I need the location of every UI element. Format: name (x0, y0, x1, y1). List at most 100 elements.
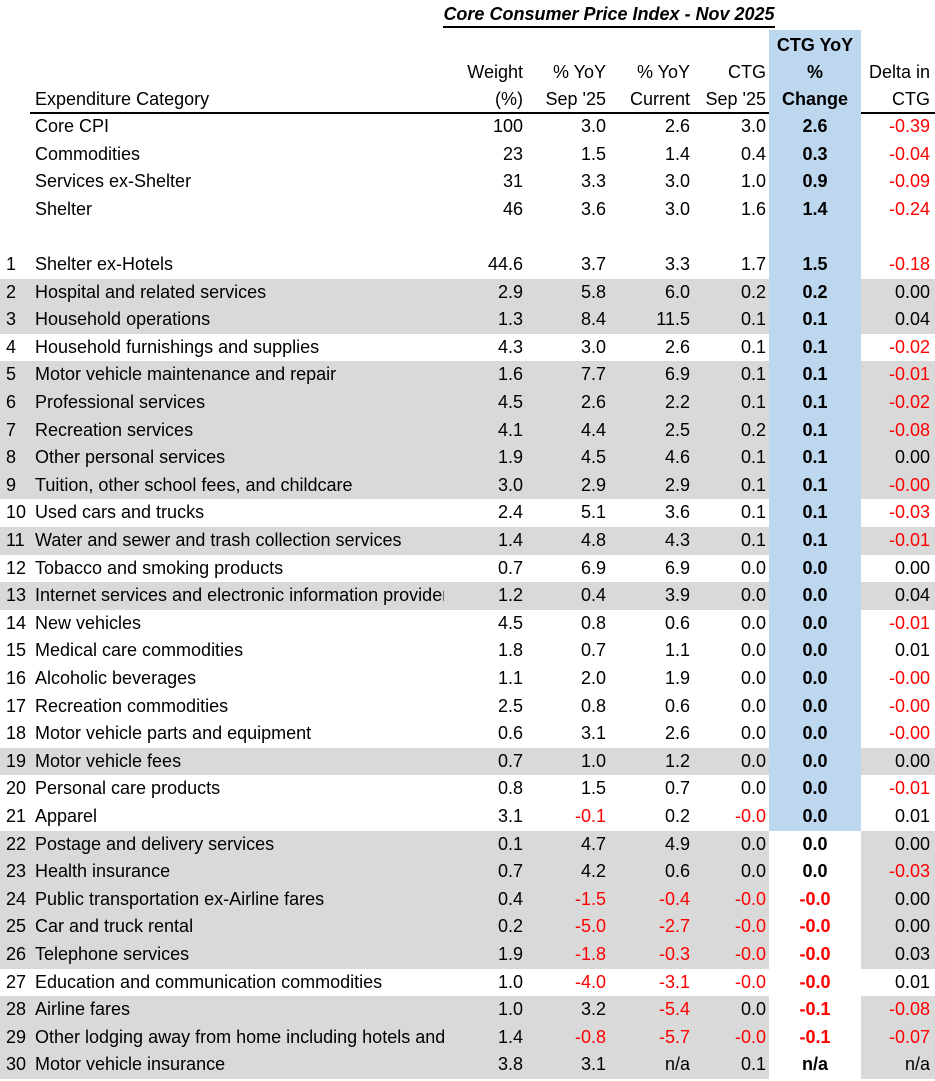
row-shading (861, 1023, 935, 1052)
cell-yoy_cur: -2.7 (658, 916, 690, 937)
cell-category: Medical care commodities (35, 640, 244, 661)
cell-ctg_yoy: 1.5 (802, 254, 828, 274)
cell-ctg_sep: 0.0 (740, 612, 766, 633)
cell-yoy_sep: 2.6 (580, 392, 606, 412)
cell-category: Public transportation ex-Airline fares (35, 888, 325, 909)
row-shading (0, 306, 769, 334)
cell-delta: 0.01 (894, 806, 930, 826)
table-row: 30 Motor vehicle insurance 3.8 3.1 n/a 0.1 n/a… (0, 1051, 935, 1079)
table-row: 27 Education and communication commoditie… (0, 969, 935, 997)
cell-category: Other personal services (35, 447, 226, 468)
cell-yoy_cur: 2.2 (664, 392, 690, 412)
cell-yoy_cur: 11.5 (656, 309, 690, 330)
cell-yoy_cur: 1.4 (664, 143, 690, 164)
table-row: 4 Household furnishings and supplies 4.3 3.… (0, 334, 935, 362)
cell-category: Internet services and electronic informa… (35, 585, 444, 606)
cell-ctg_sep: 1.6 (740, 198, 766, 219)
cell-weight: 1.0 (497, 999, 523, 1020)
cell-yoy_sep: 3.0 (580, 336, 606, 357)
cell-num: 2 (6, 281, 17, 302)
cell-yoy_sep: 4.7 (580, 833, 606, 854)
cell-yoy_sep: 1.0 (580, 750, 606, 771)
row-shading (861, 913, 935, 941)
cell-weight: 0.2 (497, 916, 523, 937)
cell-yoy_cur: 2.6 (664, 723, 690, 744)
cell-delta: -0.00 (888, 474, 930, 495)
cell-ctg_yoy: 2.6 (802, 116, 828, 136)
row-shading (861, 306, 935, 334)
cell-yoy_sep: 4.5 (580, 447, 606, 468)
cell-ctg_yoy: 0.0 (802, 861, 828, 882)
cell-yoy_sep: 3.6 (580, 198, 606, 219)
cell-yoy_cur: 3.3 (664, 254, 690, 274)
row-shading (0, 830, 769, 859)
cell-category: Postage and delivery services (35, 833, 275, 854)
row-shading (0, 1051, 769, 1079)
header-ctg_yoy: Change (781, 89, 848, 109)
cell-yoy_sep: 1.5 (580, 143, 606, 164)
cell-yoy_sep: 3.3 (580, 171, 606, 192)
cell-weight: 2.9 (497, 281, 523, 302)
table-row: 17 Recreation commodities 2.5 0.8 0.6 0.0 0.0 -… (0, 693, 935, 721)
table-row: 9 Tuition, other school fees, and childca… (0, 471, 935, 500)
cell-weight: 44.6 (487, 254, 523, 274)
cell-num: 24 (6, 888, 27, 909)
cell-num: 9 (6, 474, 17, 495)
cell-ctg_yoy: 0.1 (802, 364, 828, 385)
cell-ctg_sep: 0.0 (740, 861, 766, 882)
cell-yoy_cur: -0.3 (658, 944, 690, 964)
row-shading (861, 996, 935, 1024)
cell-weight: 2.5 (497, 695, 523, 716)
cell-category: Education and communication commodities (35, 971, 383, 992)
row-shading (861, 885, 935, 914)
cell-yoy_sep: 4.4 (580, 419, 606, 440)
cell-ctg_sep: -0.0 (734, 1026, 766, 1047)
cell-ctg_yoy: 0.0 (802, 640, 828, 661)
cell-delta: -0.00 (888, 668, 930, 688)
cell-yoy_sep: -1.5 (574, 888, 606, 909)
table-row: 25 Car and truck rental 0.2 -5.0 -2.7 -0.0 -0.… (0, 913, 935, 941)
table-row: 13 Internet services and electronic infor… (0, 582, 935, 610)
table-row: 6 Professional services 4.5 2.6 2.2 0.1 0.1 -0.… (0, 389, 935, 417)
cell-yoy_cur: 1.2 (664, 750, 690, 771)
cell-category: Airline fares (35, 999, 131, 1020)
cell-category: Core CPI (35, 116, 110, 136)
cell-yoy_cur: 3.0 (664, 171, 690, 192)
cell-weight: 0.6 (497, 723, 523, 744)
cell-yoy_sep: 3.2 (580, 999, 606, 1020)
cell-num: 28 (6, 999, 27, 1020)
row-shading (0, 361, 769, 389)
table-row: 10 Used cars and trucks 2.4 5.1 3.6 0.1 0.1 -0.… (0, 499, 935, 527)
cell-weight: 0.1 (497, 833, 523, 854)
cell-ctg_sep: 0.1 (740, 364, 766, 385)
cell-category: Telephone services (35, 944, 190, 964)
cell-yoy_cur: 6.9 (664, 364, 690, 385)
cell-num: 13 (6, 585, 27, 606)
cell-ctg_yoy: 0.9 (802, 171, 828, 192)
table-row: 26 Telephone services 1.9 -1.8 -0.3 -0.0 -0.0 0… (0, 941, 935, 969)
row-shading (861, 582, 935, 610)
cell-ctg_sep: 0.1 (740, 336, 766, 357)
row-shading (0, 278, 769, 307)
cell-ctg_yoy: 0.0 (802, 695, 828, 716)
cell-yoy_sep: 8.4 (580, 309, 606, 330)
cell-delta: -0.04 (888, 143, 930, 164)
cell-weight: 31 (502, 171, 523, 192)
cell-num: 1 (6, 254, 17, 274)
cell-yoy_cur: -0.4 (658, 888, 690, 909)
header-ctg_sep: CTG (728, 62, 766, 82)
cell-category: Shelter ex-Hotels (35, 254, 174, 274)
row-shading (861, 1051, 935, 1079)
cell-ctg_sep: 3.0 (740, 116, 766, 136)
row-shading (0, 444, 769, 472)
cell-weight: 23 (502, 143, 523, 164)
cell-category: Tuition, other school fees, and childcar… (35, 474, 353, 495)
cell-delta: -0.24 (888, 198, 930, 219)
cell-delta: -0.03 (888, 861, 930, 882)
row-shading (0, 941, 769, 969)
ctg-highlight-column (769, 30, 861, 831)
header-yoy_cur: % YoY (636, 62, 690, 82)
header-delta: CTG (892, 89, 930, 109)
cell-delta: -0.01 (888, 364, 930, 385)
cell-category: Recreation services (35, 419, 194, 440)
